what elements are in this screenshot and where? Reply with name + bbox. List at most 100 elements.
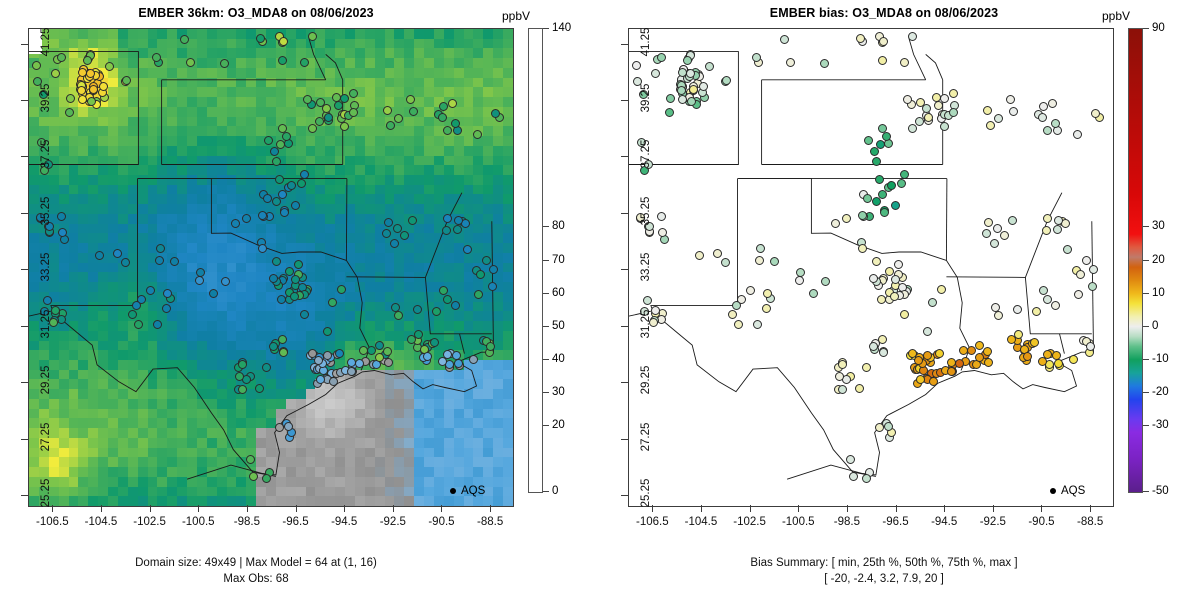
aqs-site-marker[interactable] (1076, 269, 1086, 279)
aqs-site-marker[interactable] (862, 193, 872, 203)
aqs-site-marker[interactable] (821, 277, 831, 287)
aqs-site-marker[interactable] (196, 268, 206, 278)
aqs-site-marker[interactable] (955, 359, 965, 369)
aqs-site-marker[interactable] (262, 362, 272, 372)
aqs-site-marker[interactable] (1032, 306, 1042, 316)
aqs-site-marker[interactable] (854, 384, 864, 394)
aqs-site-marker[interactable] (274, 422, 284, 432)
aqs-site-marker[interactable] (491, 109, 501, 119)
aqs-site-marker[interactable] (899, 309, 909, 319)
aqs-site-marker[interactable] (340, 122, 350, 132)
aqs-site-marker[interactable] (277, 123, 287, 133)
aqs-site-marker[interactable] (136, 294, 146, 304)
aqs-site-marker[interactable] (633, 77, 643, 87)
aqs-site-marker[interactable] (235, 371, 245, 381)
aqs-site-marker[interactable] (993, 113, 1003, 123)
aqs-site-marker[interactable] (219, 59, 229, 69)
aqs-site-marker[interactable] (644, 160, 654, 170)
aqs-site-marker[interactable] (322, 103, 332, 113)
aqs-site-marker[interactable] (688, 85, 698, 95)
map-frame-model[interactable] (28, 28, 514, 507)
aqs-site-marker[interactable] (485, 342, 495, 352)
aqs-site-marker[interactable] (335, 349, 345, 359)
aqs-site-marker[interactable] (752, 320, 762, 330)
aqs-site-marker[interactable] (297, 179, 307, 189)
aqs-site-marker[interactable] (993, 310, 1003, 320)
aqs-site-marker[interactable] (194, 276, 204, 286)
aqs-site-marker[interactable] (331, 93, 341, 103)
aqs-site-marker[interactable] (1042, 213, 1052, 223)
aqs-site-marker[interactable] (687, 97, 697, 107)
aqs-site-marker[interactable] (831, 218, 841, 228)
aqs-site-marker[interactable] (438, 102, 448, 112)
aqs-site-marker[interactable] (686, 68, 695, 78)
aqs-site-marker[interactable] (982, 229, 992, 239)
aqs-site-marker[interactable] (878, 347, 888, 357)
aqs-site-marker[interactable] (241, 213, 251, 223)
aqs-site-marker[interactable] (762, 288, 772, 298)
aqs-site-marker[interactable] (639, 306, 649, 316)
aqs-site-marker[interactable] (644, 222, 654, 232)
aqs-site-marker[interactable] (855, 34, 865, 44)
aqs-site-marker[interactable] (272, 196, 282, 206)
aqs-site-marker[interactable] (656, 212, 666, 222)
aqs-site-marker[interactable] (727, 309, 737, 319)
aqs-site-marker[interactable] (392, 224, 402, 234)
aqs-site-marker[interactable] (262, 193, 272, 203)
aqs-site-marker[interactable] (880, 208, 890, 218)
aqs-site-marker[interactable] (221, 277, 231, 287)
aqs-site-marker[interactable] (302, 94, 312, 104)
aqs-site-marker[interactable] (438, 285, 448, 295)
aqs-site-marker[interactable] (948, 89, 958, 98)
aqs-site-marker[interactable] (1051, 301, 1061, 311)
aqs-site-marker[interactable] (916, 375, 926, 385)
aqs-site-marker[interactable] (430, 338, 440, 347)
aqs-site-marker[interactable] (1012, 305, 1022, 315)
aqs-site-marker[interactable] (50, 69, 60, 79)
aqs-site-marker[interactable] (869, 146, 879, 156)
aqs-site-marker[interactable] (1087, 282, 1097, 292)
aqs-site-marker[interactable] (348, 89, 358, 98)
aqs-site-marker[interactable] (36, 137, 46, 147)
aqs-site-marker[interactable] (1006, 335, 1016, 345)
aqs-site-marker[interactable] (412, 305, 422, 315)
aqs-site-marker[interactable] (948, 107, 958, 117)
aqs-site-marker[interactable] (170, 256, 180, 266)
aqs-site-marker[interactable] (442, 125, 452, 135)
aqs-site-marker[interactable] (36, 212, 46, 222)
aqs-site-marker[interactable] (86, 68, 95, 78)
aqs-site-marker[interactable] (300, 169, 310, 179)
aqs-site-marker[interactable] (1054, 358, 1064, 368)
aqs-site-marker[interactable] (355, 359, 365, 369)
aqs-site-marker[interactable] (152, 320, 162, 330)
aqs-site-marker[interactable] (406, 335, 416, 345)
aqs-site-marker[interactable] (300, 58, 310, 68)
aqs-site-marker[interactable] (877, 123, 887, 133)
aqs-site-marker[interactable] (453, 224, 463, 234)
aqs-site-marker[interactable] (1053, 216, 1063, 226)
aqs-site-marker[interactable] (848, 471, 858, 481)
aqs-site-marker[interactable] (862, 474, 872, 484)
aqs-site-marker[interactable] (43, 296, 53, 306)
aqs-site-marker[interactable] (134, 319, 144, 329)
aqs-site-marker[interactable] (39, 306, 49, 316)
aqs-site-marker[interactable] (276, 139, 286, 149)
aqs-site-marker[interactable] (751, 53, 761, 63)
aqs-site-marker[interactable] (408, 106, 418, 116)
aqs-site-marker[interactable] (877, 190, 887, 200)
aqs-site-marker[interactable] (704, 62, 714, 72)
aqs-site-marker[interactable] (713, 249, 723, 259)
aqs-site-marker[interactable] (82, 55, 92, 65)
aqs-site-marker[interactable] (1014, 329, 1024, 339)
aqs-site-marker[interactable] (422, 352, 432, 362)
aqs-site-marker[interactable] (1081, 256, 1091, 266)
aqs-site-marker[interactable] (382, 106, 392, 116)
aqs-site-marker[interactable] (269, 146, 279, 156)
map-frame-bias[interactable] (628, 28, 1114, 507)
aqs-site-marker[interactable] (278, 335, 288, 345)
aqs-site-marker[interactable] (315, 117, 325, 127)
aqs-site-marker[interactable] (237, 385, 247, 395)
aqs-site-marker[interactable] (755, 243, 765, 253)
aqs-site-marker[interactable] (657, 227, 667, 237)
aqs-site-marker[interactable] (346, 358, 356, 368)
